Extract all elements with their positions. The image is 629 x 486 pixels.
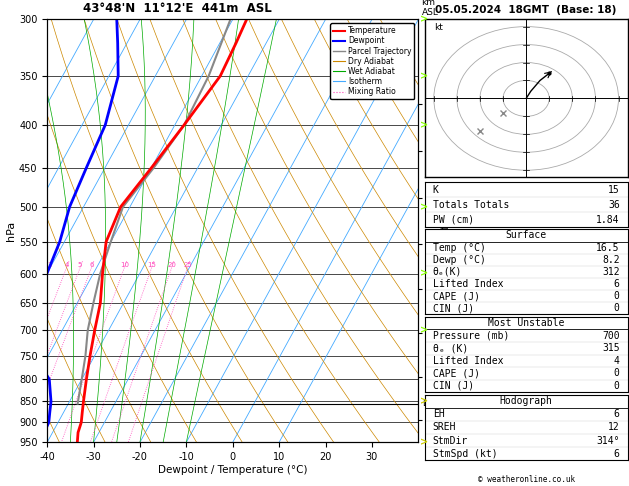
Text: 16.5: 16.5 (596, 243, 620, 253)
Text: PW (cm): PW (cm) (433, 214, 474, 225)
Text: Pressure (mb): Pressure (mb) (433, 330, 509, 341)
Text: 1.84: 1.84 (596, 214, 620, 225)
Text: 43°48'N  11°12'E  441m  ASL: 43°48'N 11°12'E 441m ASL (82, 1, 272, 15)
Text: 312: 312 (602, 267, 620, 277)
Text: 10: 10 (120, 261, 129, 267)
Text: >: > (420, 269, 428, 278)
Text: 6: 6 (89, 261, 94, 267)
Text: Lifted Index: Lifted Index (433, 356, 503, 366)
Text: >: > (420, 202, 428, 212)
Text: 12: 12 (608, 422, 620, 433)
Text: 4: 4 (614, 356, 620, 366)
Text: >: > (420, 71, 428, 81)
Text: 15: 15 (147, 261, 156, 267)
Text: 4: 4 (64, 261, 69, 267)
Text: 314°: 314° (596, 435, 620, 446)
Text: Lifted Index: Lifted Index (433, 279, 503, 289)
Text: >: > (420, 437, 428, 447)
Text: 0: 0 (614, 368, 620, 379)
Text: EH: EH (433, 409, 445, 419)
Text: StmSpd (kt): StmSpd (kt) (433, 449, 498, 459)
Text: 20: 20 (167, 261, 176, 267)
Text: StmDir: StmDir (433, 435, 468, 446)
Text: 3: 3 (47, 261, 52, 267)
Text: 05.05.2024  18GMT  (Base: 18): 05.05.2024 18GMT (Base: 18) (435, 4, 617, 15)
Text: 5: 5 (78, 261, 82, 267)
Text: 0: 0 (614, 303, 620, 313)
Text: 15: 15 (608, 185, 620, 195)
Legend: Temperature, Dewpoint, Parcel Trajectory, Dry Adiabat, Wet Adiabat, Isotherm, Mi: Temperature, Dewpoint, Parcel Trajectory… (330, 23, 415, 99)
Text: Hodograph: Hodograph (499, 396, 553, 406)
Y-axis label: hPa: hPa (6, 221, 16, 241)
Text: 36: 36 (608, 200, 620, 209)
Text: θₑ (K): θₑ (K) (433, 343, 468, 353)
Text: 8.2: 8.2 (602, 255, 620, 265)
Text: Dewp (°C): Dewp (°C) (433, 255, 486, 265)
Text: kt: kt (434, 23, 443, 32)
Text: © weatheronline.co.uk: © weatheronline.co.uk (477, 474, 575, 484)
Text: CIN (J): CIN (J) (433, 381, 474, 391)
Text: 315: 315 (602, 343, 620, 353)
Text: 0: 0 (614, 291, 620, 301)
Text: >: > (420, 15, 428, 24)
Text: 700: 700 (602, 330, 620, 341)
Text: Most Unstable: Most Unstable (488, 318, 564, 328)
Y-axis label: Mixing Ratio (g/kg): Mixing Ratio (g/kg) (440, 185, 450, 277)
Text: 0: 0 (614, 381, 620, 391)
Text: 25: 25 (183, 261, 192, 267)
Text: 6: 6 (614, 279, 620, 289)
Text: 6: 6 (614, 449, 620, 459)
Text: >: > (420, 120, 428, 130)
Text: LCL: LCL (422, 399, 438, 408)
X-axis label: Dewpoint / Temperature (°C): Dewpoint / Temperature (°C) (158, 465, 308, 475)
Text: CAPE (J): CAPE (J) (433, 291, 480, 301)
Text: CAPE (J): CAPE (J) (433, 368, 480, 379)
Text: 6: 6 (614, 409, 620, 419)
Text: km
ASL: km ASL (421, 0, 438, 17)
Text: Totals Totals: Totals Totals (433, 200, 509, 209)
Text: Temp (°C): Temp (°C) (433, 243, 486, 253)
Text: CIN (J): CIN (J) (433, 303, 474, 313)
Text: >: > (420, 325, 428, 335)
Text: θₑ(K): θₑ(K) (433, 267, 462, 277)
Text: Surface: Surface (506, 230, 547, 241)
Text: >: > (420, 397, 428, 406)
Text: K: K (433, 185, 438, 195)
Text: SREH: SREH (433, 422, 456, 433)
